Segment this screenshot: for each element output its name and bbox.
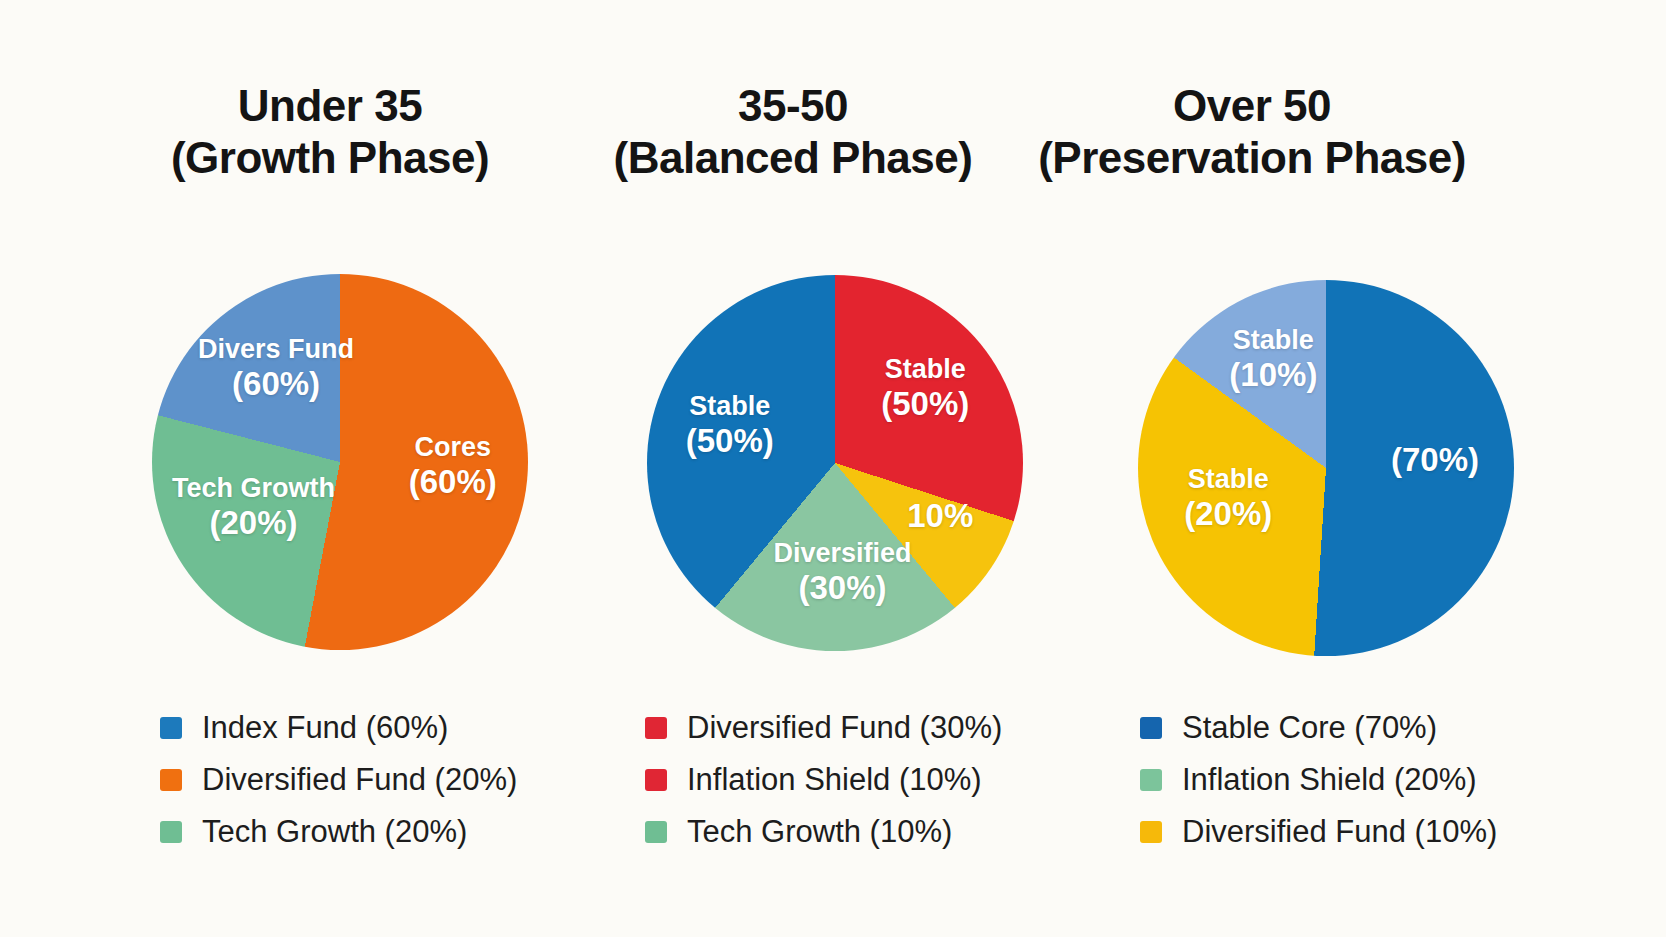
slice-label-stable-lightblue: Stable (10%) xyxy=(1229,324,1317,393)
slice-name: Stable xyxy=(881,353,969,384)
chart-title-line1: Over 50 xyxy=(992,80,1512,132)
legend-label: Diversified Fund (10%) xyxy=(1182,814,1497,850)
slice-pct: (50%) xyxy=(881,384,969,422)
pie-chart-under-35: Cores (60%) Tech Growth (20%) Divers Fun… xyxy=(152,274,528,650)
slice-label-cores: Cores (60%) xyxy=(409,431,497,500)
pie-chart-over-50: (70%) Stable (20%) Stable (10%) xyxy=(1138,280,1514,656)
slice-label-seventy-pct: (70%) xyxy=(1391,442,1479,480)
legend-row: Tech Growth (10%) xyxy=(645,806,1002,858)
slice-pct: (20%) xyxy=(1184,495,1272,533)
slice-name: Stable xyxy=(1229,324,1317,355)
legend-35-50: Diversified Fund (30%) Inflation Shield … xyxy=(645,702,1002,858)
pie-chart-35-50: Stable (50%) 10% Diversified (30%) Stabl… xyxy=(647,275,1023,651)
slice-label-stable-red: Stable (50%) xyxy=(881,353,969,422)
chart-title-35-50: 35-50 (Balanced Phase) xyxy=(533,80,1053,184)
legend-row: Inflation Shield (10%) xyxy=(645,754,1002,806)
legend-swatch-orange xyxy=(160,769,182,791)
slice-pct: (60%) xyxy=(409,462,497,500)
legend-swatch-green xyxy=(160,821,182,843)
slice-label-divers-fund: Divers Fund (60%) xyxy=(198,334,354,403)
chart-title-line2: (Preservation Phase) xyxy=(992,132,1512,184)
legend-label: Diversified Fund (30%) xyxy=(687,710,1002,746)
legend-label: Inflation Shield (10%) xyxy=(687,762,982,798)
legend-label: Tech Growth (20%) xyxy=(202,814,467,850)
chart-title-over-50: Over 50 (Preservation Phase) xyxy=(992,80,1512,184)
chart-title-line1: 35-50 xyxy=(533,80,1053,132)
legend-label: Tech Growth (10%) xyxy=(687,814,952,850)
legend-label: Stable Core (70%) xyxy=(1182,710,1437,746)
chart-title-line2: (Growth Phase) xyxy=(70,132,590,184)
slice-pct: (60%) xyxy=(198,365,354,403)
legend-swatch-yellow xyxy=(1140,821,1162,843)
slice-pct: (20%) xyxy=(172,504,335,542)
slice-pct: (10%) xyxy=(1229,356,1317,394)
slice-pct: 10% xyxy=(907,497,973,535)
legend-under-35: Index Fund (60%) Diversified Fund (20%) … xyxy=(160,702,517,858)
legend-row: Stable Core (70%) xyxy=(1140,702,1497,754)
slice-name: Divers Fund xyxy=(198,334,354,365)
legend-row: Tech Growth (20%) xyxy=(160,806,517,858)
legend-swatch-blue xyxy=(160,717,182,739)
slice-name: Stable xyxy=(1184,464,1272,495)
chart-title-line1: Under 35 xyxy=(70,80,590,132)
infographic-canvas: Under 35 (Growth Phase) Cores (60%) Tech… xyxy=(0,0,1666,937)
legend-row: Index Fund (60%) xyxy=(160,702,517,754)
legend-swatch-blue xyxy=(1140,717,1162,739)
legend-label: Index Fund (60%) xyxy=(202,710,448,746)
slice-label-stable-blue: Stable (50%) xyxy=(686,391,774,460)
legend-swatch-green xyxy=(645,821,667,843)
slice-label-ten-pct: 10% xyxy=(907,497,973,535)
legend-row: Inflation Shield (20%) xyxy=(1140,754,1497,806)
slice-label-stable-yellow: Stable (20%) xyxy=(1184,464,1272,533)
legend-label: Diversified Fund (20%) xyxy=(202,762,517,798)
legend-row: Diversified Fund (20%) xyxy=(160,754,517,806)
legend-row: Diversified Fund (30%) xyxy=(645,702,1002,754)
legend-label: Inflation Shield (20%) xyxy=(1182,762,1477,798)
slice-pct: (50%) xyxy=(686,422,774,460)
slice-label-tech-growth: Tech Growth (20%) xyxy=(172,473,335,542)
slice-name: Cores xyxy=(409,431,497,462)
legend-swatch-red xyxy=(645,717,667,739)
legend-swatch-green xyxy=(1140,769,1162,791)
slice-name: Tech Growth xyxy=(172,473,335,504)
legend-over-50: Stable Core (70%) Inflation Shield (20%)… xyxy=(1140,702,1497,858)
slice-label-diversified: Diversified (30%) xyxy=(773,538,911,607)
chart-title-line2: (Balanced Phase) xyxy=(533,132,1053,184)
legend-swatch-red xyxy=(645,769,667,791)
slice-name: Diversified xyxy=(773,538,911,569)
slice-pct: (30%) xyxy=(773,569,911,607)
legend-row: Diversified Fund (10%) xyxy=(1140,806,1497,858)
slice-pct: (70%) xyxy=(1391,442,1479,480)
chart-title-under-35: Under 35 (Growth Phase) xyxy=(70,80,590,184)
slice-name: Stable xyxy=(686,391,774,422)
